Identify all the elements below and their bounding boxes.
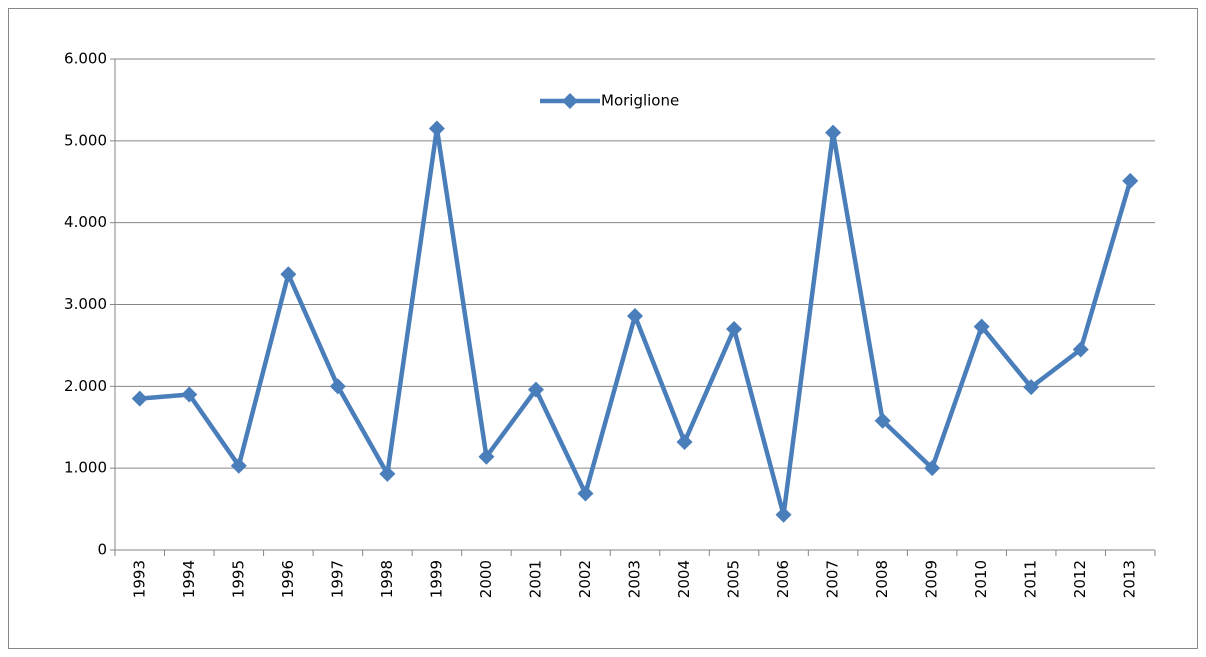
data-marker (973, 318, 990, 335)
data-marker (379, 465, 396, 482)
data-marker (280, 266, 297, 283)
chart-border (8, 8, 1198, 649)
data-marker (825, 124, 842, 141)
data-marker (181, 386, 198, 403)
x-tick-label: 2007 (824, 560, 842, 598)
x-tick-label: 1996 (279, 560, 297, 598)
x-tick-label: 2008 (873, 560, 891, 598)
y-tick-label: 3.000 (64, 295, 107, 313)
x-tick-label: 1994 (180, 560, 198, 598)
data-marker (1122, 172, 1139, 189)
data-marker (775, 506, 792, 523)
legend-marker (562, 93, 578, 109)
data-marker (329, 378, 346, 395)
data-marker (428, 120, 445, 137)
data-marker (527, 381, 544, 398)
x-tick-label: 2010 (972, 560, 990, 598)
data-marker (1072, 341, 1089, 358)
y-tick-label: 0 (97, 541, 107, 559)
data-marker (1023, 379, 1040, 396)
x-tick-label: 2005 (725, 560, 743, 598)
x-tick-label: 2011 (1022, 560, 1040, 598)
x-tick-label: 1995 (229, 560, 247, 598)
legend-label: Moriglione (601, 92, 679, 110)
x-tick-label: 1997 (328, 560, 346, 598)
x-tick-label: 2004 (675, 560, 693, 598)
data-marker (577, 485, 594, 502)
x-tick-label: 2000 (477, 560, 495, 598)
x-tick-label: 2003 (626, 560, 644, 598)
x-tick-label: 2013 (1121, 560, 1139, 598)
data-marker (726, 321, 743, 338)
data-marker (627, 307, 643, 324)
y-tick-label: 4.000 (64, 213, 107, 231)
data-marker (676, 433, 693, 450)
data-marker (478, 448, 495, 465)
x-tick-label: 2001 (526, 560, 544, 598)
x-tick-label: 1993 (130, 560, 148, 598)
y-tick-label: 1.000 (64, 459, 107, 477)
y-tick-label: 6.000 (64, 50, 107, 68)
x-tick-label: 2012 (1071, 560, 1089, 598)
y-tick-label: 5.000 (64, 131, 107, 149)
x-tick-label: 2006 (774, 560, 792, 598)
x-tick-label: 1999 (427, 560, 445, 598)
y-tick-label: 2.000 (64, 377, 107, 395)
data-marker (131, 390, 148, 407)
x-tick-label: 1998 (378, 560, 396, 598)
data-marker (230, 457, 247, 474)
data-marker (924, 460, 941, 477)
x-tick-label: 2002 (576, 560, 594, 598)
x-tick-label: 2009 (923, 560, 941, 598)
data-marker (874, 412, 891, 429)
